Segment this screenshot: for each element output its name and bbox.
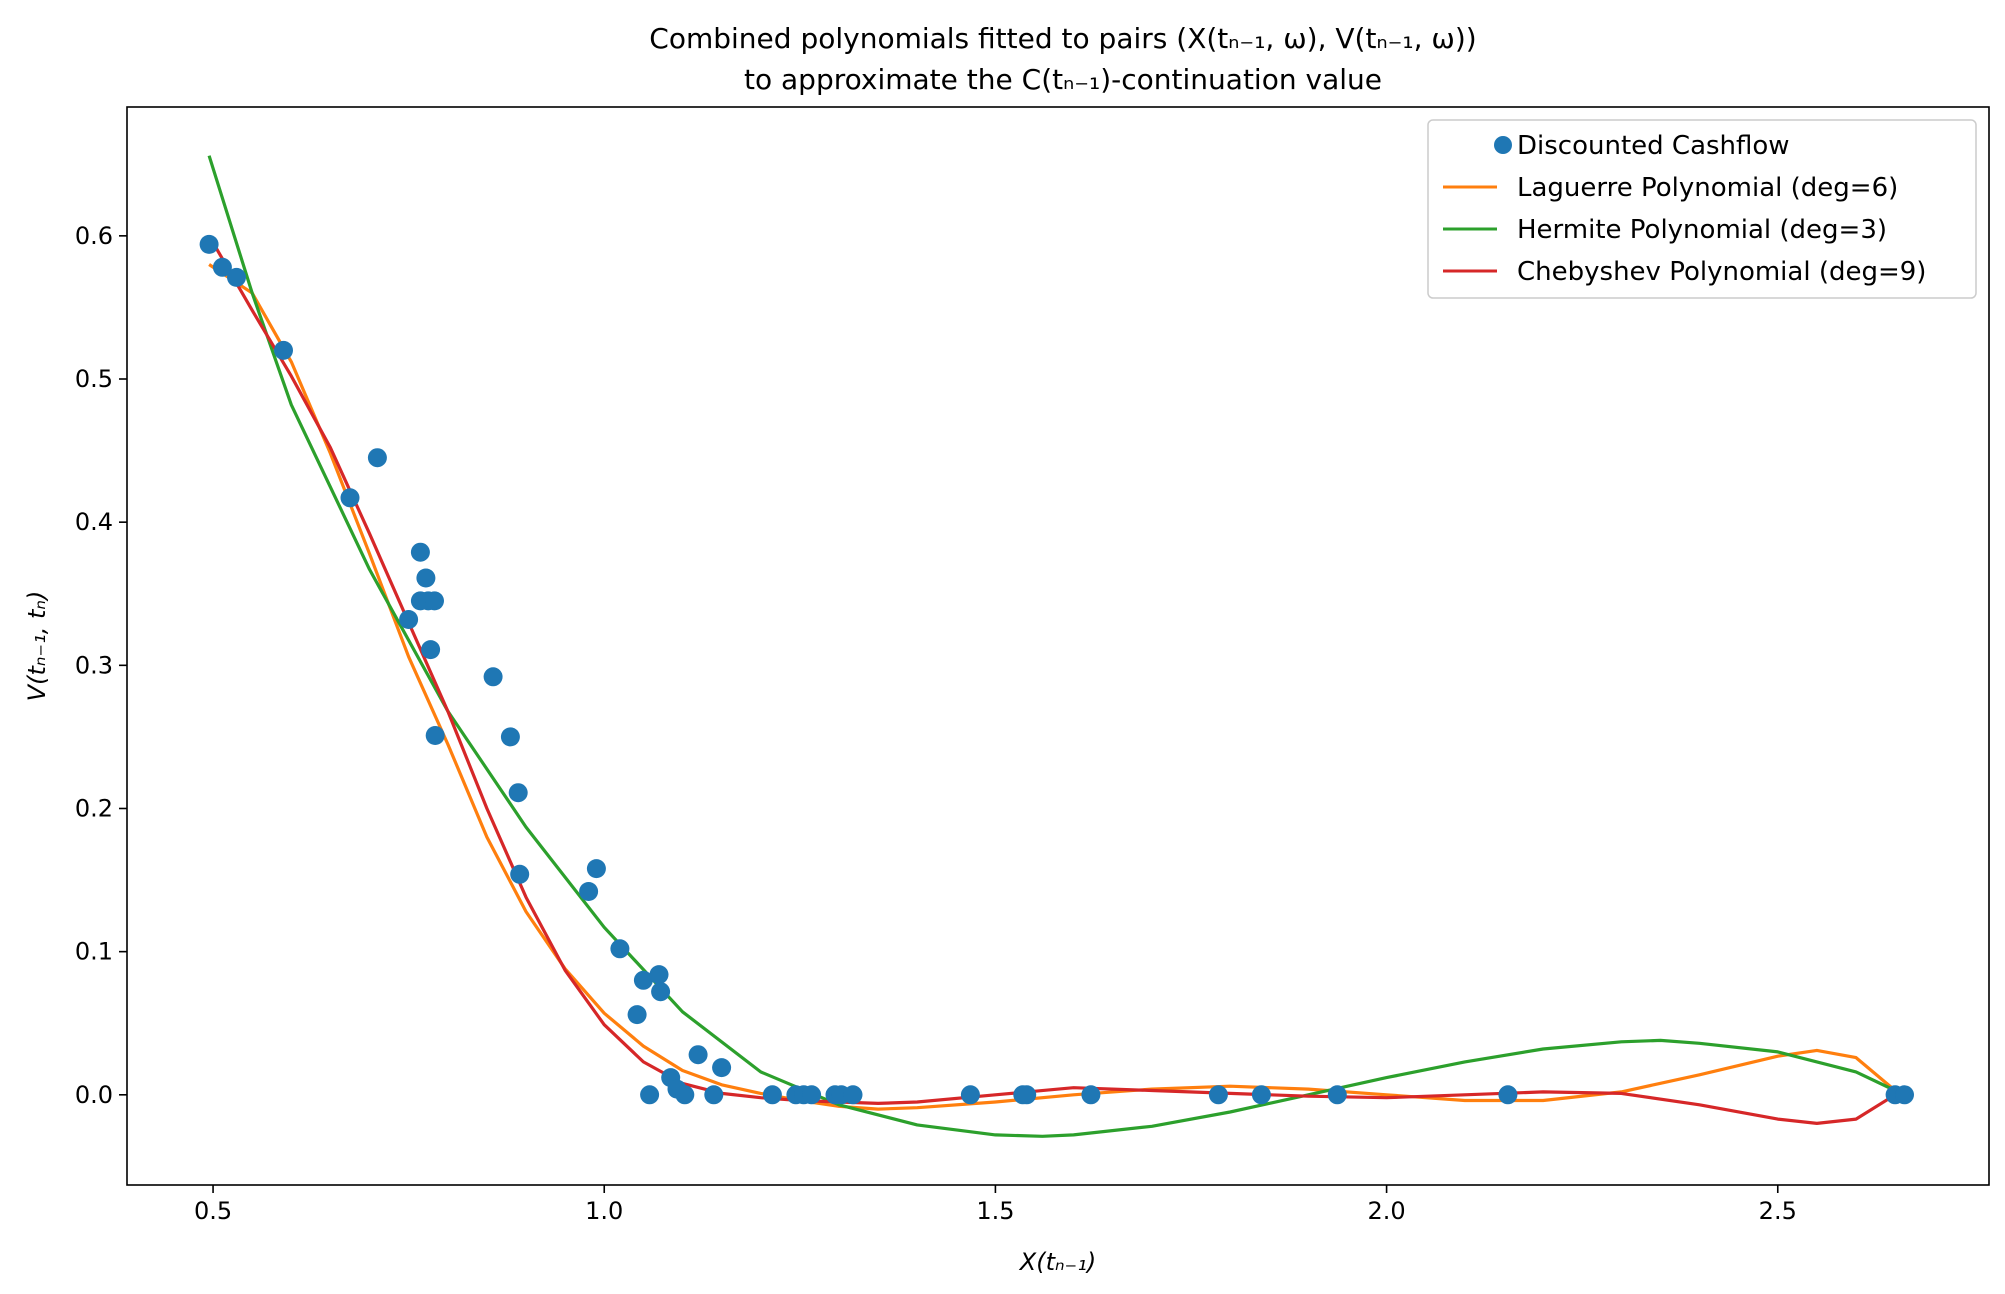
- data-point: [586, 859, 606, 879]
- x-tick-label: 1.5: [976, 1197, 1014, 1225]
- data-point: [688, 1045, 708, 1065]
- data-point: [212, 257, 232, 277]
- data-point: [508, 783, 528, 803]
- legend: Discounted Cashflow Laguerre Polynomial …: [1427, 119, 1977, 299]
- y-tick-label: 0.5: [75, 365, 113, 393]
- data-point: [640, 1085, 660, 1105]
- legend-label-laguerre: Laguerre Polynomial (deg=6): [1517, 173, 1898, 203]
- data-point: [416, 568, 436, 588]
- data-point: [340, 488, 360, 508]
- x-axis-ticks: 0.5 1.0 1.5 2.0 2.5: [194, 1185, 1797, 1225]
- y-axis-label: V(tₙ₋₁, tₙ): [23, 591, 51, 702]
- data-point: [227, 267, 246, 287]
- x-tick-label: 1.0: [585, 1197, 623, 1225]
- data-point: [425, 726, 445, 745]
- legend-marker-discounted-cashflow: [1494, 136, 1512, 154]
- hermite-curve: [207, 155, 1896, 1138]
- data-point: [960, 1085, 980, 1105]
- data-point: [1498, 1085, 1518, 1105]
- data-point: [500, 727, 520, 747]
- data-point: [627, 1005, 647, 1025]
- data-point: [712, 1058, 732, 1078]
- data-point: [1895, 1085, 1914, 1105]
- data-point: [649, 965, 669, 985]
- y-tick-label: 0.1: [75, 938, 113, 966]
- data-point: [421, 640, 441, 660]
- legend-box: [1427, 119, 1977, 299]
- data-point: [425, 591, 444, 611]
- data-point: [483, 667, 503, 687]
- data-point: [1327, 1085, 1347, 1105]
- data-point: [199, 234, 219, 254]
- data-point: [843, 1085, 863, 1105]
- x-tick-label: 2.0: [1368, 1197, 1406, 1225]
- legend-label-hermite: Hermite Polynomial (deg=3): [1517, 215, 1887, 245]
- data-point: [1208, 1085, 1228, 1105]
- data-point: [675, 1085, 695, 1105]
- data-point: [704, 1085, 724, 1105]
- legend-label-discounted-cashflow: Discounted Cashflow: [1517, 131, 1790, 161]
- y-tick-label: 0.2: [75, 794, 113, 822]
- y-tick-label: 0.0: [75, 1081, 113, 1109]
- data-point: [510, 864, 530, 884]
- data-point: [1081, 1085, 1101, 1105]
- y-tick-label: 0.3: [75, 651, 113, 679]
- axes-frame: [126, 106, 1990, 1186]
- y-axis-ticks: 0.0 0.1 0.2 0.3 0.4 0.5 0.6: [75, 222, 127, 1109]
- x-axis-label: X(tₙ₋₁): [1018, 1248, 1096, 1276]
- data-point: [610, 939, 630, 959]
- y-tick-label: 0.6: [75, 222, 113, 250]
- chart-title-line-1: Combined polynomials fitted to pairs (X(…: [649, 22, 1476, 55]
- series-layer: [199, 155, 1914, 1138]
- data-point: [1251, 1085, 1271, 1105]
- data-point: [399, 610, 419, 629]
- data-point: [274, 340, 293, 360]
- data-point: [633, 970, 653, 990]
- chart-title-line-2: to approximate the C(tₙ₋₁)-continuation …: [744, 63, 1382, 96]
- x-tick-label: 2.5: [1759, 1197, 1797, 1225]
- data-point: [1017, 1085, 1037, 1105]
- data-point: [802, 1085, 822, 1105]
- data-point: [410, 542, 430, 562]
- legend-label-chebyshev: Chebyshev Polynomial (deg=9): [1517, 257, 1926, 287]
- data-point: [367, 448, 387, 468]
- x-tick-label: 0.5: [194, 1197, 232, 1225]
- data-point: [579, 882, 599, 901]
- data-point: [651, 982, 671, 1002]
- data-point: [762, 1085, 782, 1105]
- y-tick-label: 0.4: [75, 508, 113, 536]
